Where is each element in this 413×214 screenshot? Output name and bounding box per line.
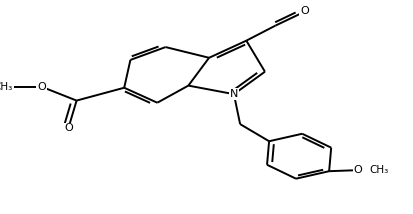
- Text: CH₃: CH₃: [0, 82, 12, 92]
- Text: O: O: [37, 82, 46, 92]
- Text: O: O: [353, 165, 362, 175]
- Text: O: O: [64, 123, 73, 133]
- Text: CH₃: CH₃: [369, 165, 388, 175]
- Text: O: O: [299, 6, 308, 16]
- Text: N: N: [229, 89, 237, 99]
